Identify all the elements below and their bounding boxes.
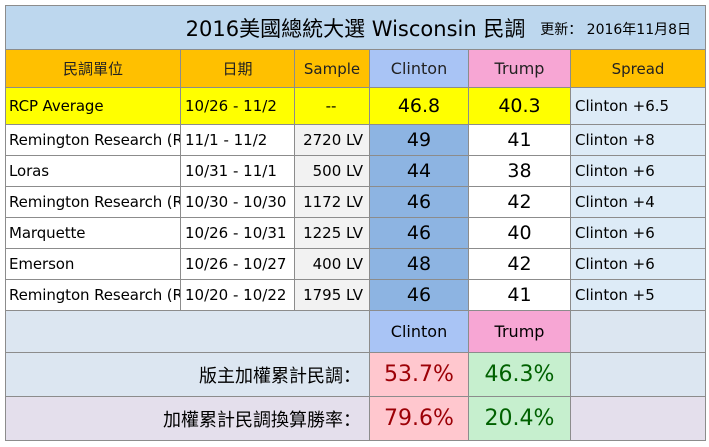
- cell-pollster[interactable]: Marquette: [5, 217, 181, 249]
- cell-sample[interactable]: 400 LV: [294, 248, 370, 280]
- cell-pollster[interactable]: Remington Research (R): [5, 279, 181, 311]
- cell-date[interactable]: 10/31 - 11/1: [180, 155, 295, 187]
- header-clinton[interactable]: Clinton: [369, 49, 469, 88]
- cell-sample[interactable]: 1225 LV: [294, 217, 370, 249]
- cell-trump[interactable]: 41: [468, 124, 571, 156]
- cell-clinton[interactable]: 44: [369, 155, 469, 187]
- cell-pollster[interactable]: RCP Average: [5, 87, 181, 125]
- cell-clinton[interactable]: 46: [369, 186, 469, 218]
- cell-date[interactable]: 10/20 - 10/22: [180, 279, 295, 311]
- cell-sample[interactable]: --: [294, 87, 370, 125]
- header-sample[interactable]: Sample: [294, 49, 370, 88]
- win-rate-row: 加權累計民調換算勝率： 79.6% 20.4%: [5, 396, 707, 441]
- cell-pollster[interactable]: Emerson: [5, 248, 181, 280]
- cell-spread[interactable]: Clinton +6: [569, 217, 707, 249]
- summary-header-clinton[interactable]: Clinton: [369, 310, 469, 353]
- weighted-poll-clinton[interactable]: 53.7%: [369, 352, 469, 397]
- summary-header-trump[interactable]: Trump: [468, 310, 571, 353]
- weighted-poll-row: 版主加權累計民調： 53.7% 46.3%: [5, 352, 707, 397]
- cell-sample[interactable]: 2720 LV: [294, 124, 370, 156]
- cell-date[interactable]: 10/30 - 10/30: [180, 186, 295, 218]
- cell-trump[interactable]: 42: [468, 248, 571, 280]
- updated-info: 更新： 2016年11月8日: [540, 19, 691, 39]
- table-row: Marquette 10/26 - 10/31 1225 LV 46 40 Cl…: [5, 217, 707, 249]
- win-rate-label[interactable]: 加權累計民調換算勝率：: [5, 396, 370, 441]
- cell-trump[interactable]: 38: [468, 155, 571, 187]
- poll-table: 2016美國總統大選 Wisconsin 民調 更新： 2016年11月8日 民…: [4, 5, 707, 441]
- cell-sample[interactable]: 500 LV: [294, 155, 370, 187]
- cell-spread[interactable]: Clinton +6: [569, 248, 707, 280]
- weighted-poll-trump[interactable]: 46.3%: [468, 352, 571, 397]
- title-row: 2016美國總統大選 Wisconsin 民調 更新： 2016年11月8日: [4, 5, 707, 50]
- cell-trump[interactable]: 40.3: [468, 87, 571, 125]
- win-rate-trump[interactable]: 20.4%: [468, 396, 571, 441]
- cell-date[interactable]: 10/26 - 11/2: [180, 87, 295, 125]
- cell-date[interactable]: 10/26 - 10/31: [180, 217, 295, 249]
- header-trump[interactable]: Trump: [468, 49, 571, 88]
- cell-clinton[interactable]: 49: [369, 124, 469, 156]
- cell-trump[interactable]: 41: [468, 279, 571, 311]
- cell-pollster[interactable]: Remington Research (R): [5, 124, 181, 156]
- header-date[interactable]: 日期: [180, 49, 295, 88]
- cell-trump[interactable]: 42: [468, 186, 571, 218]
- cell-spread[interactable]: Clinton +8: [569, 124, 707, 156]
- updated-date: 2016年11月8日: [586, 22, 692, 38]
- cell-sample[interactable]: 1795 LV: [294, 279, 370, 311]
- cell-sample[interactable]: 1172 LV: [294, 186, 370, 218]
- summary-header-row: Clinton Trump: [5, 310, 707, 353]
- updated-label: 更新：: [540, 22, 583, 38]
- weighted-poll-label[interactable]: 版主加權累計民調：: [5, 352, 370, 397]
- title-cell[interactable]: 2016美國總統大選 Wisconsin 民調 更新： 2016年11月8日: [4, 5, 707, 50]
- win-rate-clinton[interactable]: 79.6%: [369, 396, 469, 441]
- cell-clinton[interactable]: 46: [369, 279, 469, 311]
- summary-blank-right[interactable]: [569, 310, 707, 353]
- cell-trump[interactable]: 40: [468, 217, 571, 249]
- cell-spread[interactable]: Clinton +6: [569, 155, 707, 187]
- cell-clinton[interactable]: 46: [369, 217, 469, 249]
- summary-blank-cell[interactable]: [5, 310, 370, 353]
- weighted-poll-blank[interactable]: [569, 352, 707, 397]
- table-row: Loras 10/31 - 11/1 500 LV 44 38 Clinton …: [5, 155, 707, 187]
- table-row: Emerson 10/26 - 10/27 400 LV 48 42 Clint…: [5, 248, 707, 280]
- table-row: Remington Research (R) 10/30 - 10/30 117…: [5, 186, 707, 218]
- cell-pollster[interactable]: Remington Research (R): [5, 186, 181, 218]
- cell-clinton[interactable]: 46.8: [369, 87, 469, 125]
- win-rate-blank[interactable]: [569, 396, 707, 441]
- table-row: Remington Research (R) 10/20 - 10/22 179…: [5, 279, 707, 311]
- cell-spread[interactable]: Clinton +6.5: [569, 87, 707, 125]
- table-row-rcp-average: RCP Average 10/26 - 11/2 -- 46.8 40.3 Cl…: [5, 87, 707, 125]
- header-spread[interactable]: Spread: [569, 49, 707, 88]
- cell-date[interactable]: 10/26 - 10/27: [180, 248, 295, 280]
- cell-spread[interactable]: Clinton +5: [569, 279, 707, 311]
- cell-pollster[interactable]: Loras: [5, 155, 181, 187]
- header-pollster[interactable]: 民調單位: [5, 49, 181, 88]
- cell-spread[interactable]: Clinton +4: [569, 186, 707, 218]
- cell-clinton[interactable]: 48: [369, 248, 469, 280]
- page-title: 2016美國總統大選 Wisconsin 民調: [185, 16, 526, 41]
- cell-date[interactable]: 11/1 - 11/2: [180, 124, 295, 156]
- table-row: Remington Research (R) 11/1 - 11/2 2720 …: [5, 124, 707, 156]
- header-row: 民調單位 日期 Sample Clinton Trump Spread: [5, 49, 707, 88]
